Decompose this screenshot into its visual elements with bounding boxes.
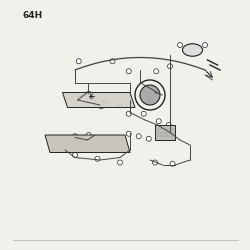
Circle shape	[126, 69, 131, 74]
FancyBboxPatch shape	[155, 125, 175, 140]
Circle shape	[168, 64, 172, 69]
Circle shape	[140, 85, 160, 105]
Polygon shape	[45, 135, 130, 152]
Circle shape	[126, 111, 131, 116]
Ellipse shape	[182, 44, 203, 56]
Circle shape	[126, 131, 131, 136]
Polygon shape	[62, 92, 135, 108]
Circle shape	[178, 42, 182, 48]
Circle shape	[86, 91, 91, 96]
Circle shape	[118, 160, 122, 165]
Circle shape	[154, 69, 159, 74]
Circle shape	[202, 42, 207, 48]
Circle shape	[152, 160, 158, 165]
Circle shape	[141, 111, 146, 116]
Circle shape	[72, 134, 78, 139]
Circle shape	[76, 99, 81, 104]
Circle shape	[136, 134, 141, 139]
Circle shape	[166, 122, 171, 128]
Circle shape	[72, 152, 78, 158]
Circle shape	[110, 59, 115, 64]
Circle shape	[170, 161, 175, 166]
Circle shape	[76, 59, 81, 64]
Circle shape	[146, 136, 151, 141]
Text: 64H: 64H	[22, 11, 42, 20]
Circle shape	[99, 104, 104, 109]
Circle shape	[156, 119, 161, 124]
Circle shape	[95, 156, 100, 161]
Circle shape	[86, 132, 91, 138]
